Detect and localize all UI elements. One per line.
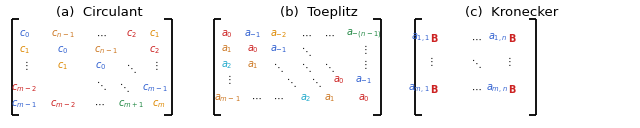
Text: $c_{m-1}$: $c_{m-1}$ [142,82,168,94]
Text: $a_2$: $a_2$ [221,59,233,71]
Text: $\cdots$: $\cdots$ [273,93,284,103]
Text: $\ddots$: $\ddots$ [126,62,136,75]
Text: $c_{n-1}$: $c_{n-1}$ [51,29,74,40]
Text: $c_{m-1}$: $c_{m-1}$ [12,98,37,110]
Text: (b)  Toeplitz: (b) Toeplitz [280,6,358,19]
Text: $a_1$: $a_1$ [221,43,233,55]
Text: $a_0$: $a_0$ [358,92,369,104]
Text: $a_{-1}$: $a_{-1}$ [244,29,262,40]
Text: $\ddots$: $\ddots$ [301,61,311,74]
Text: $\ddots$: $\ddots$ [312,76,322,89]
Text: $a_{-1}$: $a_{-1}$ [269,43,287,55]
Text: $\vdots$: $\vdots$ [426,55,434,68]
Text: $c_1$: $c_1$ [57,60,68,72]
Text: $c_2$: $c_2$ [125,29,137,40]
Text: $\cdots$: $\cdots$ [251,93,261,103]
Text: $c_0$: $c_0$ [95,60,107,72]
Text: $a_0$: $a_0$ [247,43,259,55]
Text: $c_1$: $c_1$ [149,29,161,40]
Text: $c_{n-1}$: $c_{n-1}$ [94,45,117,56]
Text: $a_{m-1}$: $a_{m-1}$ [214,92,241,104]
Text: $\ddots$: $\ddots$ [286,76,296,89]
Text: $\ddots$: $\ddots$ [96,79,106,92]
Text: $\ddots$: $\ddots$ [301,45,311,58]
Text: $c_m$: $c_m$ [152,98,166,110]
Text: $\cdots$: $\cdots$ [96,30,106,40]
Text: $\vdots$: $\vdots$ [504,55,511,68]
Text: $\ddots$: $\ddots$ [324,61,335,74]
Text: $c_{m-2}$: $c_{m-2}$ [12,82,37,94]
Text: $a_0$: $a_0$ [221,29,233,40]
Text: $\cdots$: $\cdots$ [472,33,482,43]
Text: $\mathbf{B}$: $\mathbf{B}$ [430,32,439,44]
Text: $a_1$: $a_1$ [247,59,259,71]
Text: $c_2$: $c_2$ [149,45,161,56]
Text: $a_{m,1}$: $a_{m,1}$ [408,82,430,95]
Text: (c)  Kronecker: (c) Kronecker [465,6,559,19]
Text: $c_1$: $c_1$ [19,45,30,56]
Text: $a_{-1}$: $a_{-1}$ [355,74,372,86]
Text: $a_{-(n-1)}$: $a_{-(n-1)}$ [346,28,381,41]
Text: $\ddots$: $\ddots$ [472,57,482,71]
Text: $a_{1,n}$: $a_{1,n}$ [488,32,508,45]
Text: $c_0$: $c_0$ [57,45,68,56]
Text: $\cdots$: $\cdots$ [301,30,311,40]
Text: $a_1$: $a_1$ [324,92,335,104]
Text: $a_{m,n}$: $a_{m,n}$ [486,82,508,95]
Text: $\vdots$: $\vdots$ [151,59,159,72]
Text: $\ddots$: $\ddots$ [120,81,130,94]
Text: $\cdots$: $\cdots$ [472,84,482,94]
Text: $\mathbf{B}$: $\mathbf{B}$ [508,32,516,44]
Text: $a_{-2}$: $a_{-2}$ [270,29,287,40]
Text: $a_2$: $a_2$ [300,92,312,104]
Text: $\cdots$: $\cdots$ [94,99,104,109]
Text: $c_{m+1}$: $c_{m+1}$ [118,98,144,110]
Text: $\vdots$: $\vdots$ [360,43,367,56]
Text: (a)  Circulant: (a) Circulant [56,6,143,19]
Text: $\mathbf{B}$: $\mathbf{B}$ [430,83,439,95]
Text: $\ddots$: $\ddots$ [273,61,284,74]
Text: $c_0$: $c_0$ [19,29,30,40]
Text: $\cdots$: $\cdots$ [324,30,335,40]
Text: $\vdots$: $\vdots$ [223,73,231,87]
Text: $a_{1,1}$: $a_{1,1}$ [411,32,430,45]
Text: $\mathbf{B}$: $\mathbf{B}$ [508,83,516,95]
Text: $\vdots$: $\vdots$ [20,59,28,72]
Text: $a_0$: $a_0$ [333,74,345,86]
Text: $c_{m-2}$: $c_{m-2}$ [50,98,76,110]
Text: $\vdots$: $\vdots$ [360,58,367,71]
